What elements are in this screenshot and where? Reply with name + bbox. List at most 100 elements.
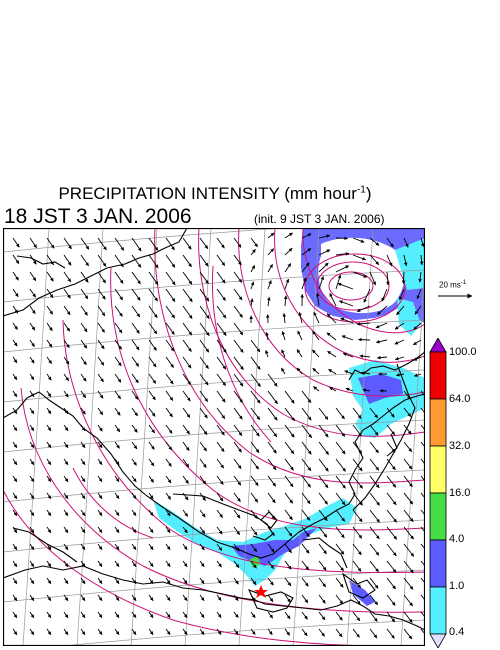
wind-arrow: [148, 458, 155, 467]
wind-arrow: [12, 441, 18, 449]
wind-arrow: [326, 313, 337, 324]
wind-arrow: [267, 543, 275, 553]
wind-arrow: [395, 373, 405, 377]
wind-arrow: [29, 373, 35, 381]
wind-arrow: [148, 322, 158, 335]
wind-arrow: [284, 560, 292, 570]
wind-arrow: [282, 312, 287, 324]
wind-arrow: [165, 441, 173, 451]
wind-arrow: [165, 339, 175, 352]
wind-arrow: [114, 390, 121, 400]
wind-arrow: [131, 390, 139, 400]
wind-arrow: [29, 458, 35, 466]
wind-arrow: [233, 492, 241, 502]
wind-arrow: [420, 560, 425, 567]
wind-arrow: [165, 458, 172, 467]
wind-arrow: [420, 526, 425, 533]
wind-arrow: [97, 594, 103, 601]
wind-arrow: [29, 577, 35, 585]
wind-arrow: [80, 560, 86, 568]
wind-arrow: [165, 271, 176, 286]
wind-arrow: [80, 322, 88, 333]
wind-arrow: [165, 322, 175, 335]
legend-level-16: 16.0: [449, 487, 471, 499]
wind-arrow: [165, 577, 171, 584]
wind-arrow: [216, 339, 227, 353]
wind-arrow: [199, 322, 210, 336]
wind-arrow: [311, 349, 320, 358]
wind-arrow: [148, 339, 157, 351]
wind-arrow: [182, 322, 193, 336]
wind-arrow: [216, 356, 227, 370]
wind-arrow: [29, 594, 35, 602]
wind-arrow: [394, 356, 405, 361]
wind-arrow: [165, 305, 176, 319]
wind-arrow: [386, 458, 396, 471]
wind-arrow: [301, 611, 308, 620]
wind-arrow: [165, 611, 171, 618]
wind-arrow: [46, 611, 52, 619]
wind-arrow: [63, 611, 69, 619]
wind-arrow: [182, 271, 193, 285]
wind-arrow: [250, 492, 259, 503]
wind-arrow: [369, 526, 380, 540]
wind-arrow: [114, 475, 120, 482]
wind-arrow: [403, 407, 412, 417]
wind-arrow: [335, 543, 345, 555]
wind-arrow: [80, 424, 86, 432]
wind-arrow: [182, 254, 192, 268]
wind-arrow: [301, 248, 312, 256]
wind-arrow: [12, 458, 18, 466]
wind-arrow: [359, 354, 371, 358]
wind-arrow: [358, 337, 371, 342]
wind-arrow: [216, 254, 226, 266]
wind-arrow: [318, 492, 328, 505]
wind-arrow: [12, 271, 19, 281]
wind-arrow: [131, 407, 138, 417]
wind-arrow: [182, 577, 188, 584]
wind-arrow: [29, 322, 36, 331]
wind-arrow: [131, 611, 137, 618]
wind-arrow: [199, 509, 206, 518]
wind-arrow: [182, 305, 193, 319]
wind-arrow: [216, 373, 226, 386]
wind-arrow: [63, 543, 69, 551]
wind-arrow: [63, 594, 69, 602]
wind-arrow: [131, 339, 140, 351]
wind-arrow: [216, 322, 227, 336]
wind-arrow: [233, 611, 239, 618]
wind-arrow: [318, 577, 327, 588]
wind-arrow: [386, 594, 396, 606]
lat-lon-grid: [3, 228, 425, 646]
wind-arrow: [29, 560, 35, 568]
wind-arrow: [335, 458, 346, 472]
wind-arrow: [267, 407, 278, 421]
wind-arrow: [182, 628, 188, 635]
wind-arrow: [267, 232, 275, 239]
wind-arrow: [148, 441, 155, 450]
wind-arrow: [356, 305, 371, 312]
wind-arrow: [29, 424, 35, 432]
wind-arrow: [63, 339, 70, 349]
wind-arrow: [63, 441, 69, 449]
wind-arrow: [97, 373, 104, 383]
wind-arrow: [182, 611, 188, 618]
wind-arrow: [46, 271, 54, 282]
wind-arrow: [284, 458, 294, 471]
wind-arrow: [233, 526, 241, 535]
wind-arrow: [148, 509, 154, 516]
wind-arrow: [63, 288, 71, 299]
wind-arrow: [131, 441, 138, 450]
wind-arrow: [165, 509, 171, 517]
wind-arrow: [63, 492, 69, 500]
wind-arrow: [369, 407, 379, 419]
wind-arrow: [199, 237, 209, 249]
title-close: ): [365, 184, 372, 203]
wind-arrow: [46, 288, 54, 299]
wind-arrow: [403, 390, 411, 400]
wind-arrow: [363, 288, 371, 303]
wind-arrow: [420, 611, 425, 618]
wind-arrow: [114, 407, 121, 416]
wind-arrow: [46, 577, 52, 585]
wind-arrow: [12, 577, 18, 585]
